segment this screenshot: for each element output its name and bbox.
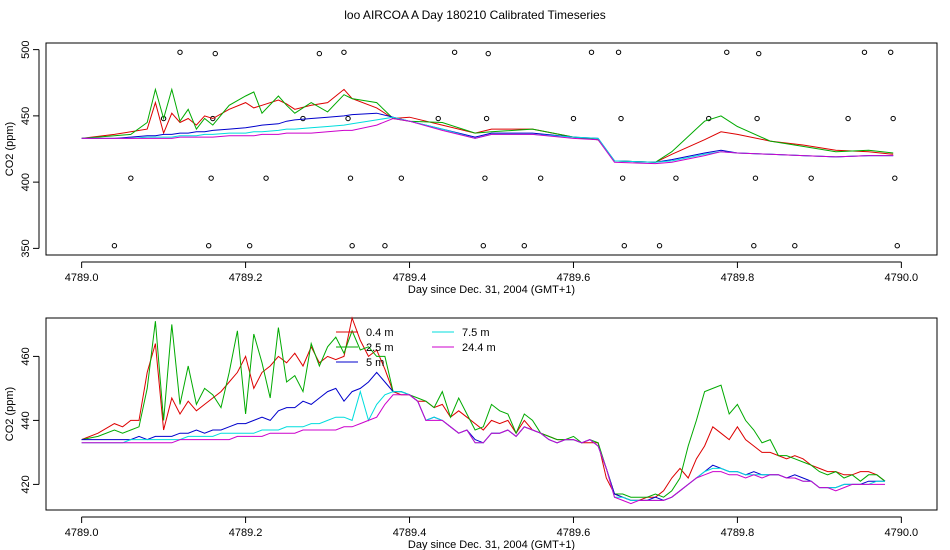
raw-data-point — [263, 175, 269, 181]
x-axis-label: Day since Dec. 31, 2004 (GMT+1) — [408, 284, 575, 296]
raw-data-point — [341, 49, 347, 55]
raw-data-point — [706, 115, 712, 122]
raw-data-point — [792, 243, 798, 249]
raw-data-point — [724, 49, 730, 55]
raw-data-point — [888, 49, 894, 55]
raw-data-point — [756, 50, 762, 57]
x-tick-label: 4789.8 — [721, 272, 755, 284]
raw-data-point — [485, 50, 491, 57]
raw-data-point — [656, 243, 663, 249]
figure-title: loo AIRCOA A Day 180210 Calibrated Times… — [344, 8, 606, 22]
raw-data-point — [205, 243, 212, 249]
raw-data-point — [210, 115, 216, 122]
raw-data-point — [619, 175, 626, 181]
raw-data-point — [345, 115, 351, 122]
x-tick-label: 4789.0 — [65, 272, 99, 284]
x-tick-label: 4790.0 — [885, 272, 919, 284]
raw-data-point — [483, 115, 490, 122]
y-tick-label: 440 — [20, 411, 32, 429]
raw-data-point — [349, 243, 355, 249]
raw-data-point — [615, 49, 622, 55]
x-axis-label: Day since Dec. 31, 2004 (GMT+1) — [408, 539, 575, 550]
raw-data-point — [128, 175, 134, 181]
raw-data-point — [752, 175, 759, 181]
raw-data-point — [451, 49, 458, 55]
top-panel: 4789.0 4789.2 4789.4 4789.6 4789.8 4790.0 Day … — [4, 40, 938, 296]
raw-data-point — [246, 243, 253, 249]
legend-label: 24.4 m — [462, 342, 496, 354]
legend-label: 5 m — [366, 357, 384, 369]
series-line-7-5-m — [81, 389, 885, 501]
raw-data-point — [382, 243, 388, 249]
legend-label: 2.5 m — [366, 342, 394, 354]
raw-data-point — [537, 175, 544, 181]
raw-data-point — [347, 175, 354, 181]
raw-data-point — [618, 115, 624, 122]
raw-data-point — [754, 115, 760, 122]
x-tick-label: 4789.0 — [65, 527, 99, 539]
legend-label: 0.4 m — [366, 327, 394, 339]
raw-data-point — [621, 243, 627, 249]
raw-data-point — [398, 175, 405, 181]
x-tick-label: 4789.4 — [393, 272, 427, 284]
raw-data-point — [482, 175, 488, 181]
x-tick-label: 4789.4 — [393, 527, 427, 539]
raw-data-point — [316, 50, 323, 57]
raw-data-point — [588, 49, 595, 55]
series-line-5-m — [81, 112, 894, 163]
raw-data-point — [751, 243, 757, 249]
y-tick-label: 500 — [20, 40, 32, 58]
raw-data-point — [208, 175, 214, 181]
y-tick-label: 460 — [20, 347, 32, 365]
series-line-24-4-m — [81, 394, 885, 505]
series-line-0-4-m — [81, 88, 894, 163]
series-line-2-5-m — [81, 87, 894, 163]
raw-data-point — [808, 175, 814, 181]
raw-data-point — [673, 175, 679, 181]
raw-data-point — [111, 243, 118, 249]
x-tick-label: 4790.0 — [885, 527, 919, 539]
raw-data-point — [480, 243, 487, 249]
y-tick-label: 350 — [20, 239, 32, 257]
raw-data-point — [892, 175, 898, 181]
raw-data-point — [894, 243, 900, 249]
raw-data-point — [890, 115, 896, 122]
y-axis-label: CO2 (ppm) — [4, 387, 16, 441]
raw-data-point — [435, 115, 441, 122]
y-tick-label: 450 — [20, 107, 32, 125]
series-line-24-4-m — [81, 117, 894, 165]
x-tick-label: 4789.2 — [229, 527, 263, 539]
x-tick-label: 4789.8 — [721, 527, 755, 539]
y-tick-label: 400 — [20, 173, 32, 191]
x-tick-label: 4789.2 — [229, 272, 263, 284]
bottom-panel: 4789.0 4789.2 4789.4 4789.6 4789.8 4790.0 Day … — [4, 316, 938, 550]
raw-data-point — [570, 115, 577, 122]
series-line-7-5-m — [81, 116, 894, 163]
series-line-0-4-m — [81, 316, 886, 501]
raw-data-point — [300, 115, 306, 122]
series-line-2-5-m — [81, 321, 886, 498]
y-axis-label: CO2 (ppm) — [4, 122, 16, 176]
plot-frame — [45, 317, 938, 511]
raw-data-point — [861, 49, 868, 55]
raw-data-point — [845, 115, 851, 122]
raw-data-point — [521, 243, 527, 249]
x-tick-label: 4789.6 — [557, 272, 591, 284]
legend-label: 7.5 m — [462, 327, 490, 339]
raw-data-point — [212, 50, 218, 57]
plot-frame — [45, 42, 938, 256]
raw-data-point — [177, 49, 183, 55]
x-tick-label: 4789.6 — [557, 527, 591, 539]
raw-data-point — [160, 115, 167, 122]
y-tick-label: 420 — [20, 475, 32, 493]
